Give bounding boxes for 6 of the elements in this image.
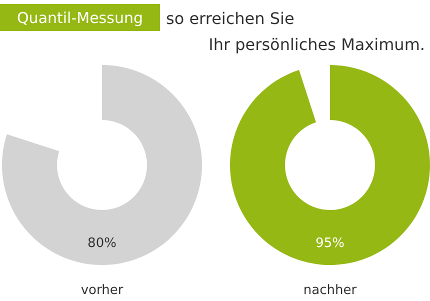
text: vorher [80,283,124,298]
data-label: 95% [316,236,344,251]
data-label: 80% [88,236,116,251]
text: nachher [303,283,358,298]
chart-subtitle: so erreichen Sie Ihr persönliches Maximum. [166,9,425,54]
chart-title: Quantil-Messung [17,9,143,27]
